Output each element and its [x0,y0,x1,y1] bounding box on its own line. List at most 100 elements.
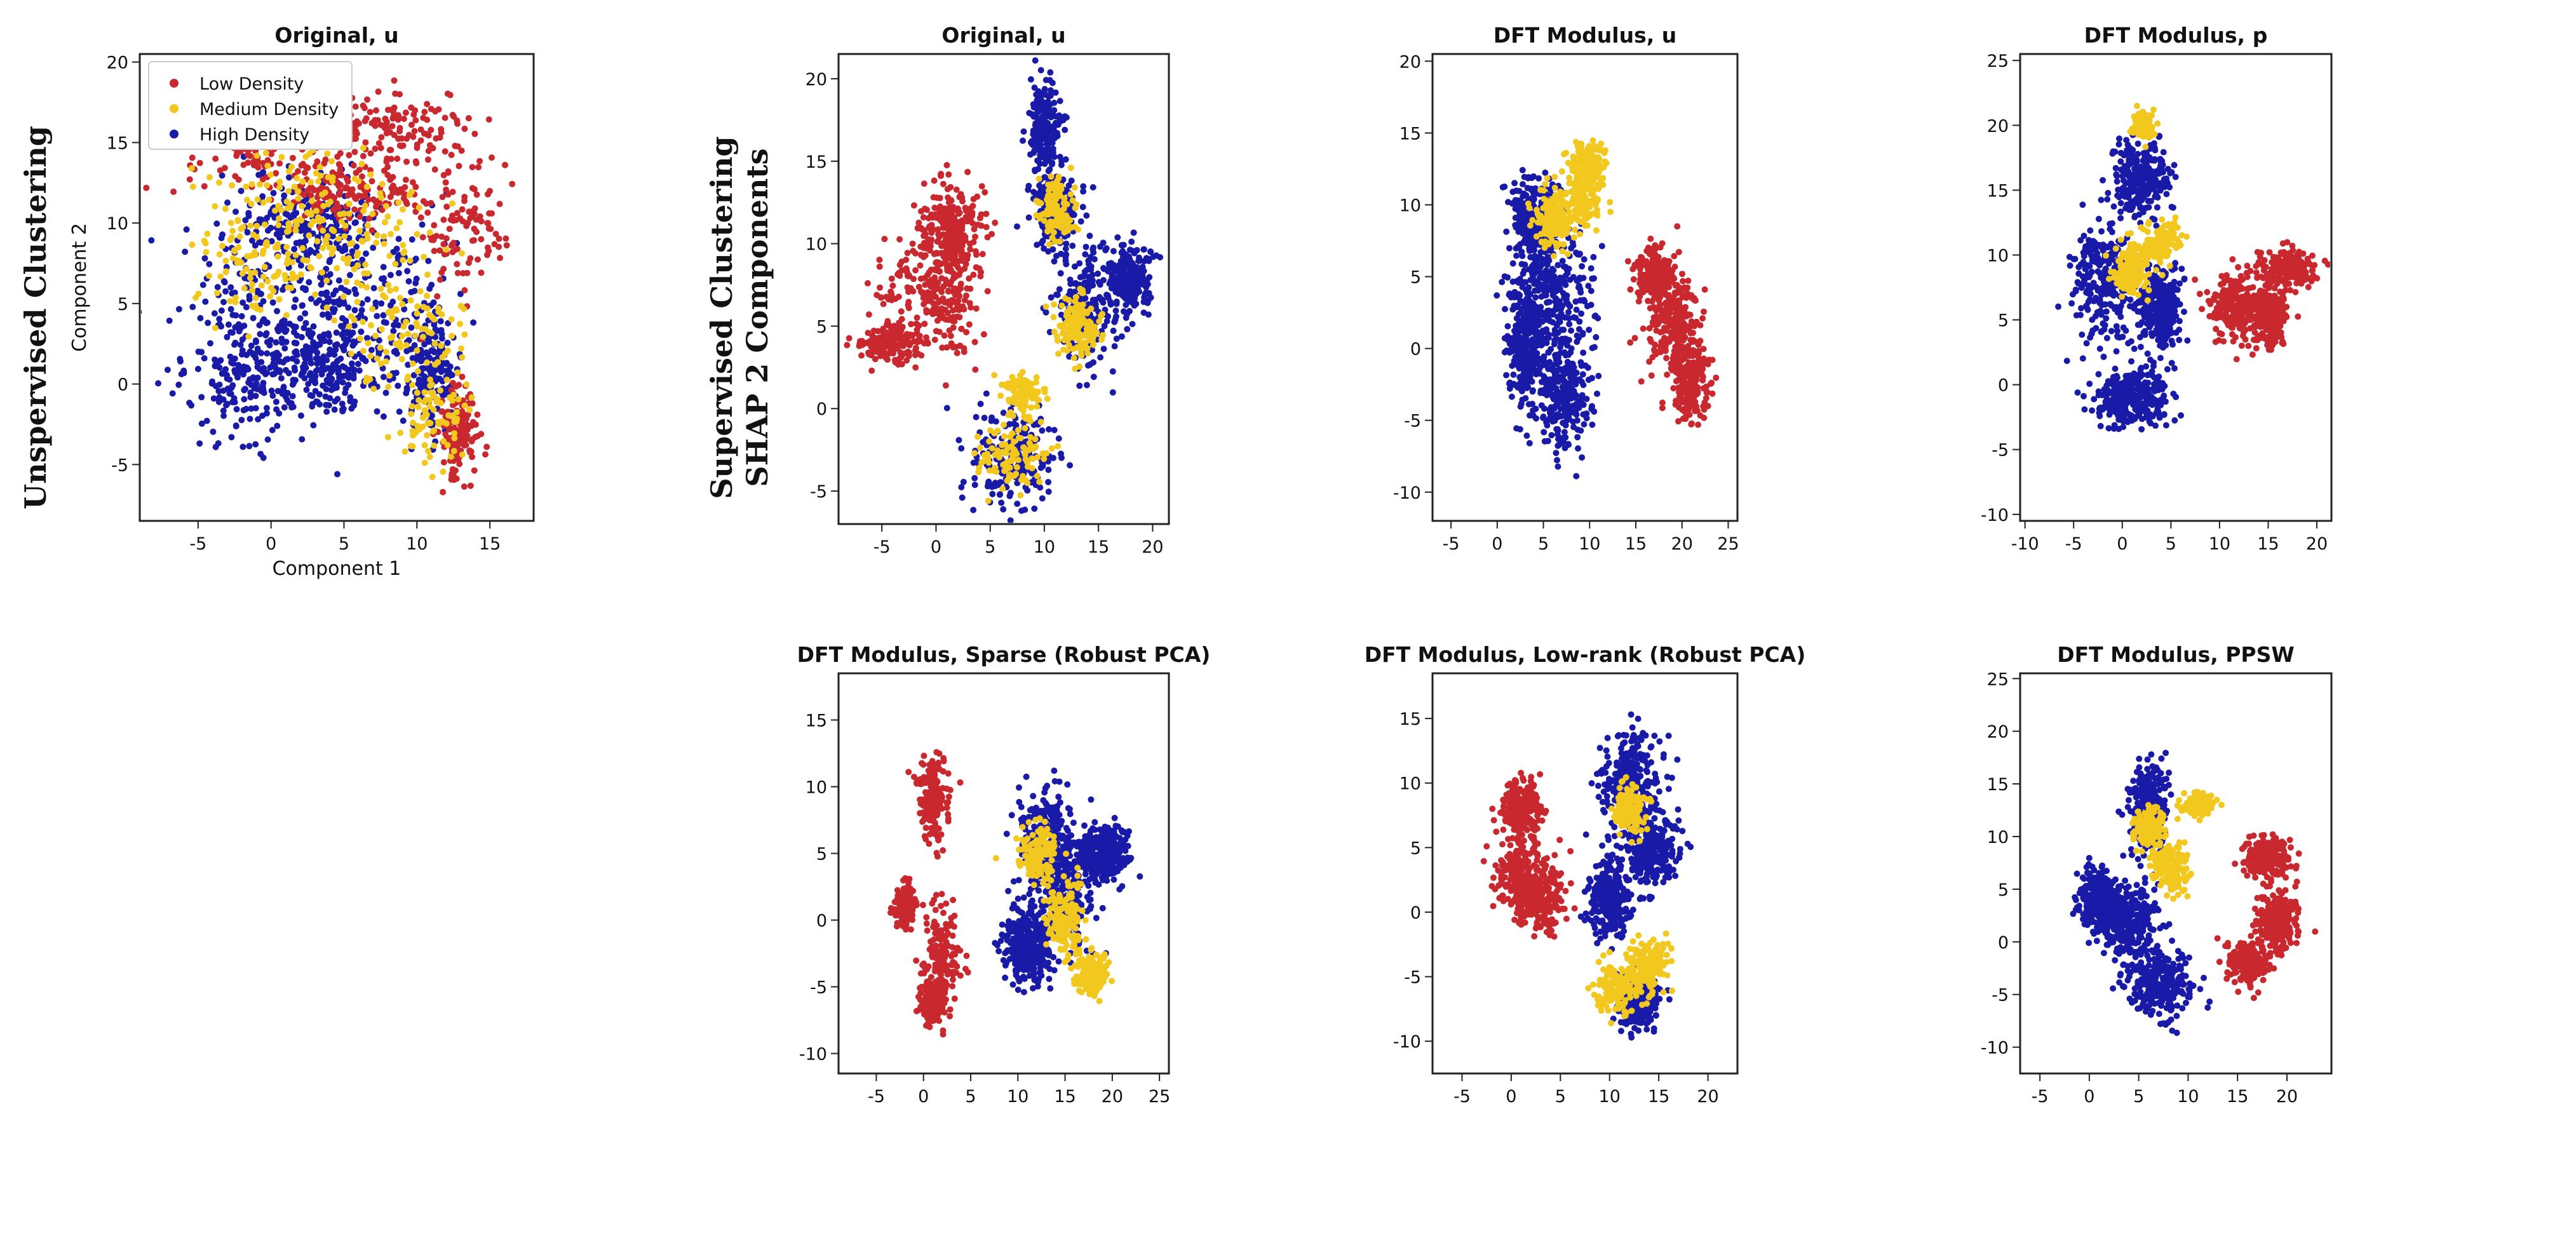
data-point [424,209,431,216]
data-point [1056,154,1063,160]
data-point [216,321,223,328]
data-point [263,405,270,412]
data-point [398,135,405,142]
data-point [408,104,415,111]
data-point [936,268,943,275]
data-point [421,109,428,116]
data-point [367,171,374,178]
y-tick-label: 10 [107,214,128,234]
data-point [999,485,1006,492]
points-layer [141,77,516,495]
data-point [1006,421,1013,427]
data-point [248,342,255,349]
data-point [964,252,971,259]
data-point [274,271,281,278]
data-point [1045,479,1052,485]
data-point [915,219,922,226]
data-point [286,174,292,181]
data-point [375,140,382,147]
data-point [276,160,283,167]
data-point [408,410,415,417]
data-point [351,149,358,156]
data-point [405,330,412,337]
data-point [899,323,906,330]
data-point [967,205,974,212]
data-point [1072,311,1078,318]
data-point [264,410,270,417]
data-point [1077,285,1084,292]
data-point [353,243,360,250]
data-point [431,316,438,323]
data-point [325,174,332,180]
data-point [273,170,280,177]
data-point [1030,113,1037,120]
data-point [1031,84,1038,91]
data-point [424,432,430,439]
data-point [1037,484,1044,491]
data-point [1055,173,1062,180]
data-point [387,287,393,294]
data-point [1034,157,1041,164]
data-point [412,279,419,286]
data-point [356,213,363,220]
data-point [393,370,400,376]
data-point [972,366,979,373]
data-point [310,323,317,330]
data-point [457,302,464,309]
data-point [400,116,407,123]
y-tick-label: -5 [111,455,128,475]
data-point [958,445,965,452]
data-point [1111,343,1118,350]
data-point [356,227,363,234]
data-point [476,158,483,165]
data-point [409,432,416,439]
data-point [1053,291,1060,298]
data-point [1113,313,1119,320]
data-point [300,192,307,198]
data-point [451,434,458,441]
data-point [1033,212,1040,219]
data-point [1008,473,1015,480]
data-point [306,279,313,286]
data-point [1065,341,1072,348]
data-point [1089,184,1096,191]
y-tick-label: 20 [806,70,827,90]
data-point [396,339,403,346]
data-point [431,248,438,255]
data-point [322,156,329,163]
data-point [299,178,306,185]
data-point [1071,263,1078,270]
data-point [320,245,326,252]
data-point [347,394,354,401]
data-point [958,250,965,257]
data-point [356,120,362,127]
data-point [316,253,323,260]
data-point [241,285,248,292]
data-point [453,441,459,448]
data-point [212,203,219,210]
data-point [935,226,941,233]
data-point [316,297,323,304]
data-point [229,290,236,297]
data-point [246,443,253,450]
data-point [1015,427,1022,434]
data-point [143,184,150,191]
data-point [958,325,965,332]
data-point [1046,93,1053,100]
points-layer [1494,137,1720,480]
data-point [259,383,266,390]
data-point [333,329,340,336]
data-point [375,337,382,344]
data-point [276,184,283,191]
data-point [326,313,332,320]
data-point [1554,457,1560,464]
data-point [258,282,265,289]
data-point [443,377,450,383]
data-point [233,208,239,215]
data-point [201,355,208,362]
data-point [970,506,977,513]
data-point [404,267,411,274]
data-point [437,276,443,283]
data-point [1031,388,1038,395]
